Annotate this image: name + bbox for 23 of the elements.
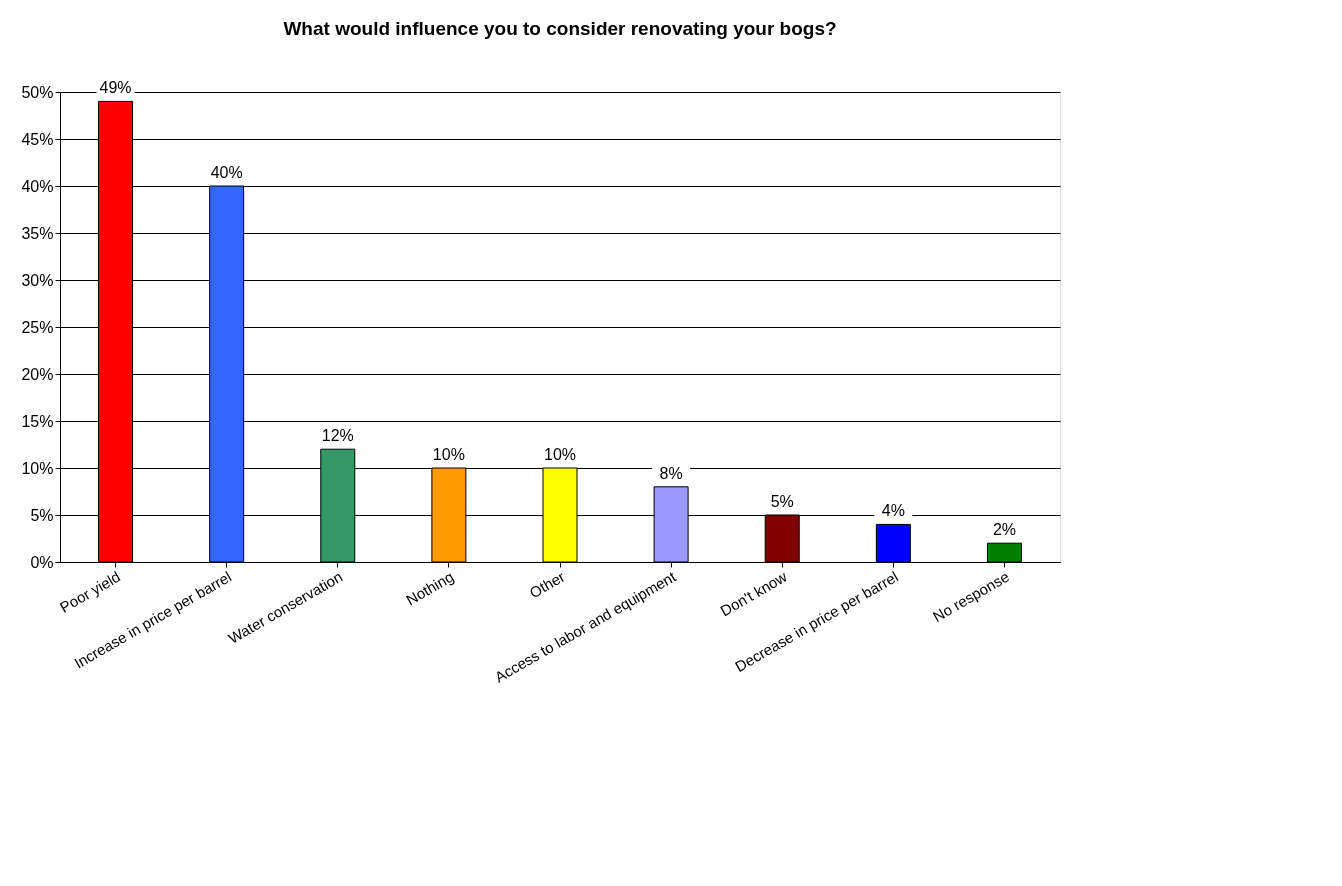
y-tick-label: 0% [30,553,54,571]
data-label: 5% [770,493,794,510]
y-tick-label: 20% [21,365,54,383]
data-label: 10% [432,446,465,463]
y-tick-label: 30% [21,271,54,289]
y-tick-label: 45% [21,130,54,148]
data-label: 4% [881,502,905,520]
y-tick-label: 15% [21,412,54,430]
data-label: 10% [543,446,577,463]
data-label: 8% [659,464,683,482]
y-tick-label: 25% [21,318,54,336]
y-tick-label: 10% [21,459,54,477]
y-tick-label: 40% [21,177,54,195]
data-label: 2% [992,521,1017,539]
chart-title: What would influence you to consider renovating your bogs? [283,18,837,40]
data-label: 49% [99,79,132,97]
data-label: 12% [321,427,354,445]
x-tick-label: Other [526,567,568,602]
y-tick-label: 50% [21,83,54,101]
data-label: 40% [210,164,243,181]
x-tick-label: Don't know [717,567,790,620]
y-tick-label: 35% [21,224,54,242]
y-tick-label: 5% [30,506,54,524]
